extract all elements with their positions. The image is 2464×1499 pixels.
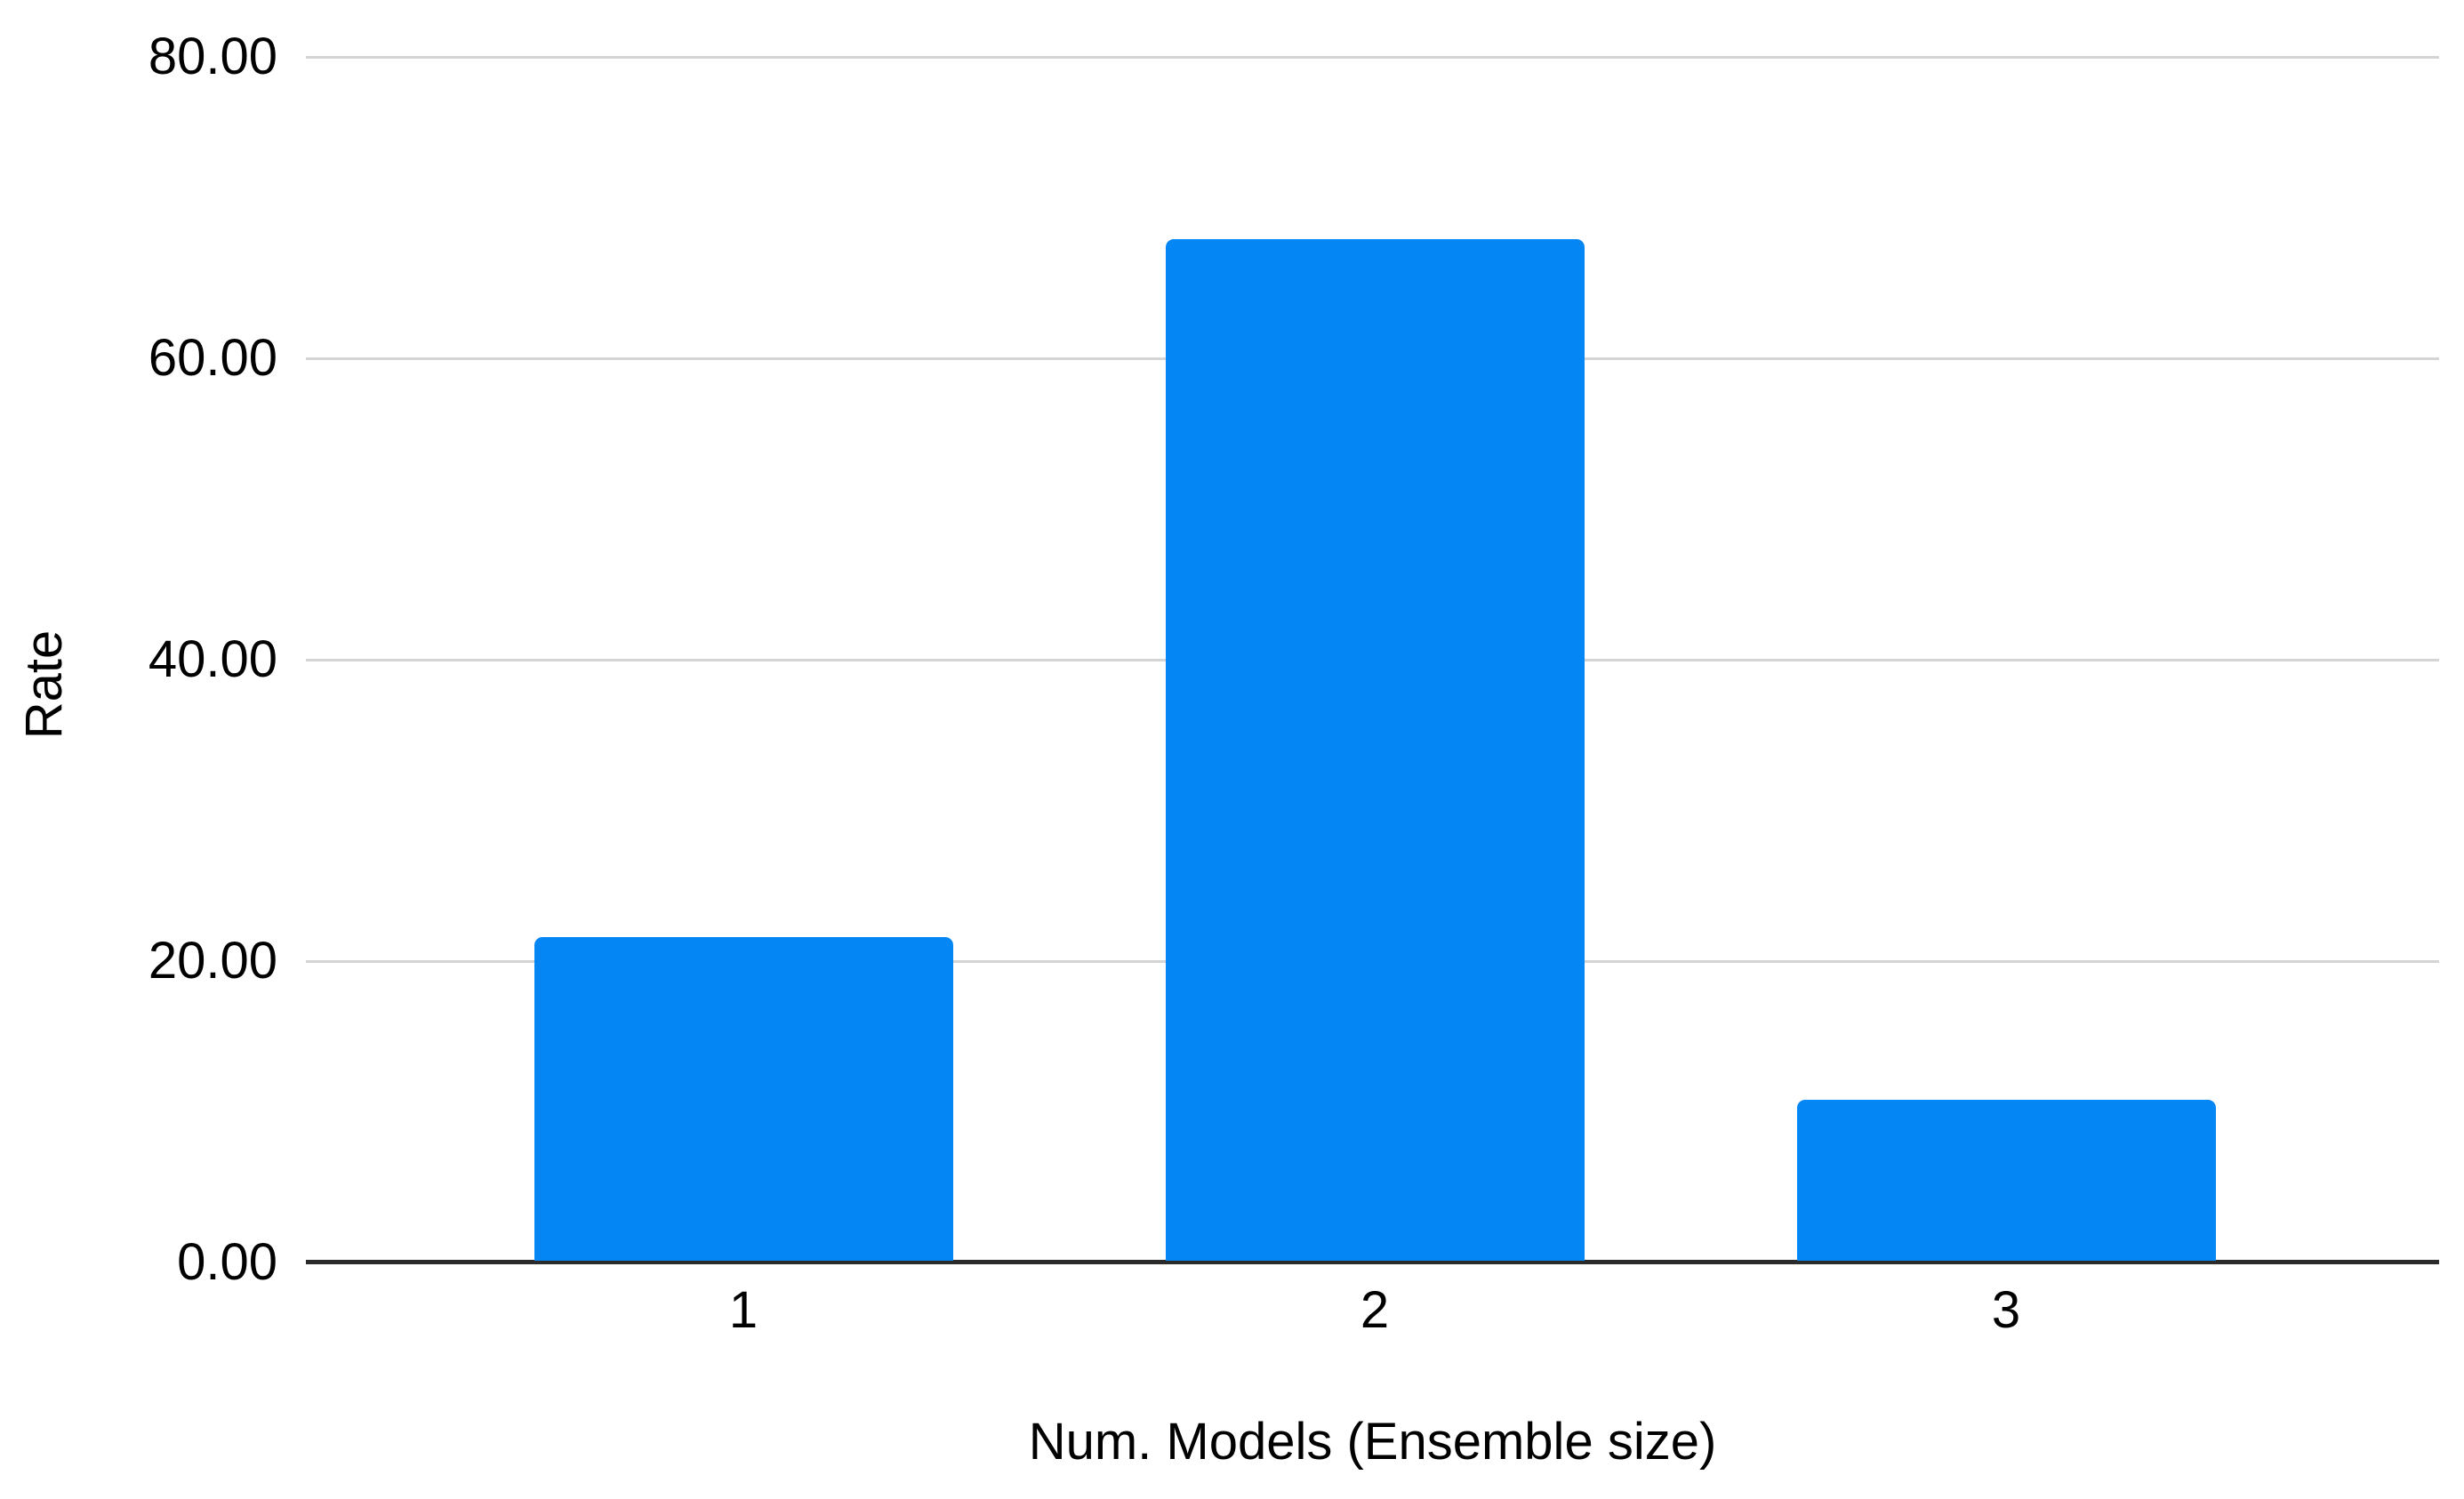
x-tick-label-3: 3: [1991, 1281, 2021, 1339]
x-axis-line: [306, 1260, 2439, 1264]
y-tick-label: 20.00: [148, 932, 277, 990]
x-axis-title: Num. Models (Ensemble size): [1028, 1413, 1717, 1471]
bar-2: [1165, 238, 1585, 1261]
y-tick-label: 60.00: [148, 329, 277, 387]
y-tick-label: 40.00: [148, 630, 277, 688]
x-tick-label-2: 2: [1360, 1281, 1390, 1339]
gridline-y-80.00: [306, 55, 2439, 59]
x-tick-label-1: 1: [728, 1281, 758, 1339]
y-tick-label: 0.00: [177, 1233, 277, 1291]
bar-1: [534, 936, 953, 1261]
bar-3: [1796, 1099, 2216, 1261]
y-tick-label: 80.00: [148, 28, 277, 85]
